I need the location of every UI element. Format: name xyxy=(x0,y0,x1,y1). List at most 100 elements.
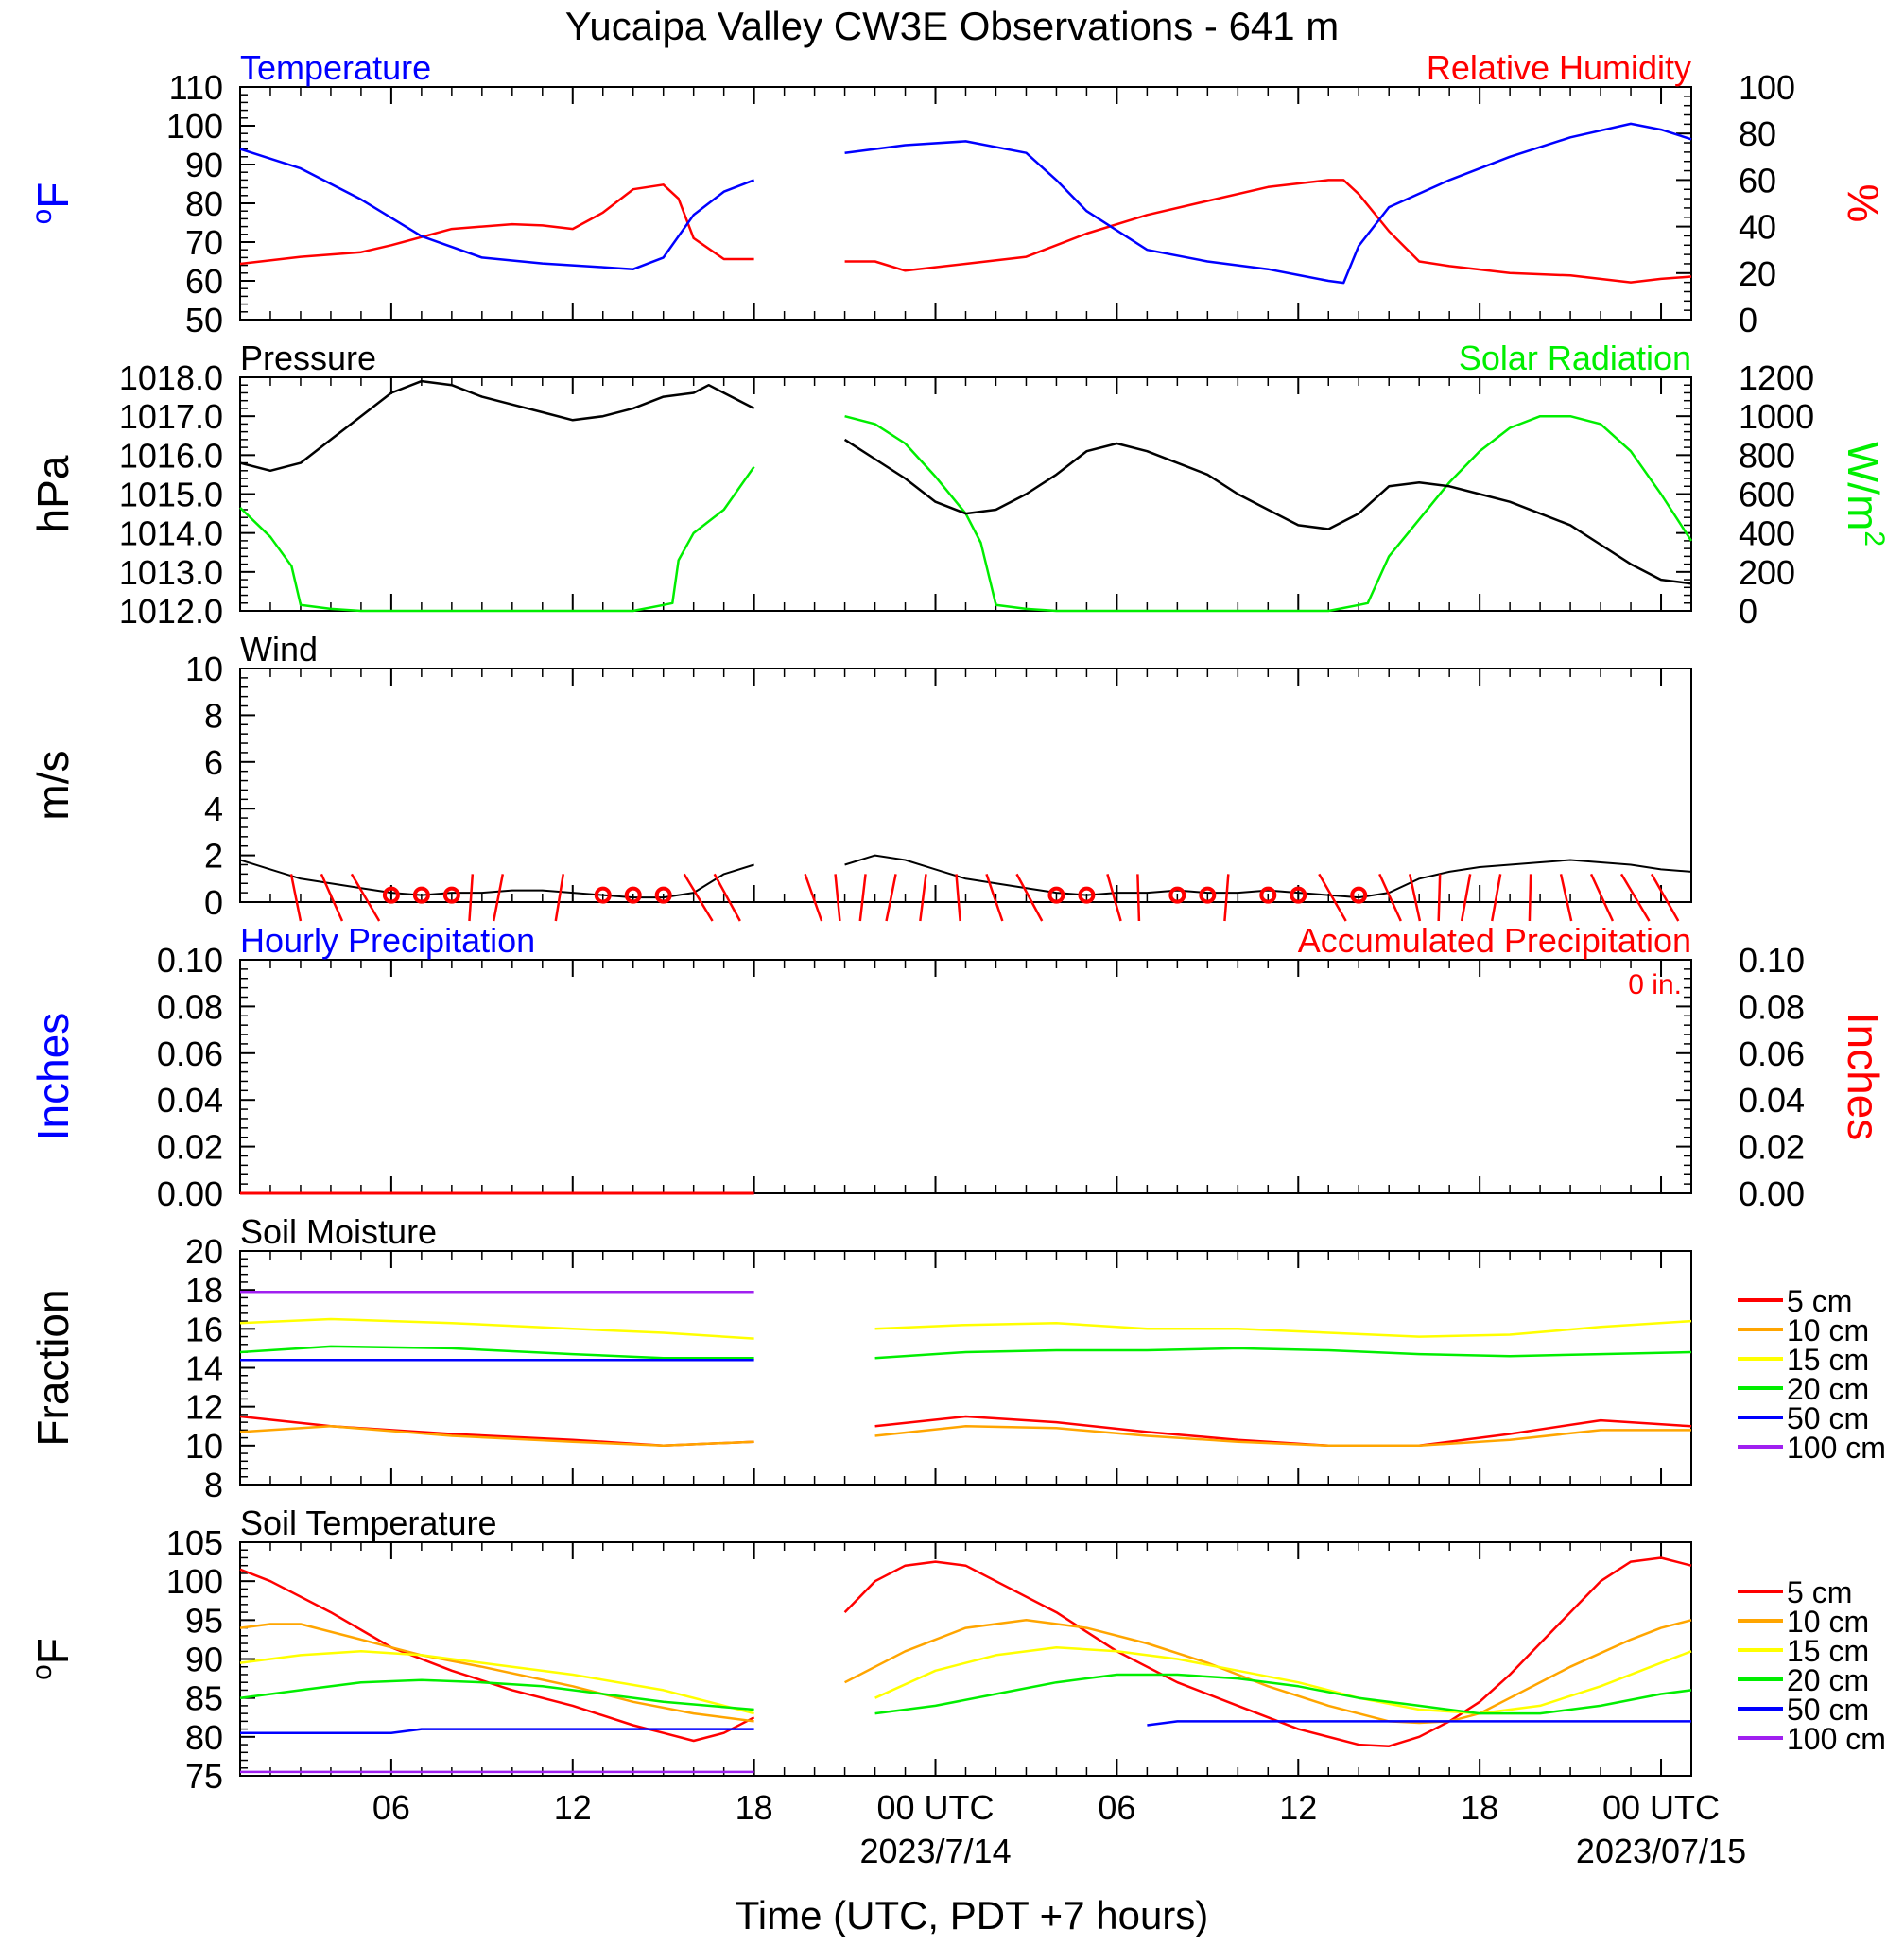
soil_temp-left-tick-label: 105 xyxy=(166,1523,223,1562)
pressure-right-tick-label: 600 xyxy=(1739,476,1795,514)
wind-barb xyxy=(1106,874,1122,922)
wind-left-tick-label: 0 xyxy=(204,883,223,922)
wind-barb xyxy=(554,874,565,922)
temp_rh-left-tick-label: 110 xyxy=(169,68,223,107)
soil_moisture-legend-label: 20 cm xyxy=(1787,1372,1869,1406)
wind-barb xyxy=(1223,874,1230,922)
wind-barb xyxy=(1619,873,1651,922)
x-tick-label: 06 xyxy=(1098,1788,1135,1827)
pressure-left-tick-label: 1013.0 xyxy=(119,553,223,592)
precip-right-tick-label: 0.04 xyxy=(1739,1081,1805,1120)
x-tick-label: 06 xyxy=(372,1788,410,1827)
soil_temp-left-tick-label: 100 xyxy=(166,1562,223,1601)
x-tick-date: 2023/07/15 xyxy=(1576,1832,1746,1870)
soil_temp-series-20-cm xyxy=(239,1673,1692,1715)
soil_temp-legend-label: 15 cm xyxy=(1787,1634,1869,1668)
wind-calm-marker xyxy=(594,886,612,904)
wind-panel: 0 2 4 6 8 10 Wind m/s xyxy=(28,630,1692,922)
temp_rh-right-tick-label: 0 xyxy=(1739,301,1757,339)
soil_temp-left-tick-label: 80 xyxy=(185,1718,223,1757)
pressure-series-solar-radiation xyxy=(239,414,1693,613)
wind-barb xyxy=(1589,873,1615,922)
wind-barb xyxy=(858,874,867,922)
precip-title-start: Hourly Precipitation xyxy=(240,921,535,960)
pressure-right-unit: W/m2 xyxy=(1839,442,1890,547)
wind-calm-marker xyxy=(1199,886,1217,904)
pressure-right-tick-label: 400 xyxy=(1739,514,1795,553)
pressure-left-tick-label: 1012.0 xyxy=(119,592,223,631)
wind-barb xyxy=(1408,874,1422,922)
wind-barb xyxy=(683,873,714,922)
precip-left-unit: Inches xyxy=(28,1013,78,1141)
soil_temp-left-tick-label: 75 xyxy=(185,1757,223,1796)
precip-left-tick-label: 0.08 xyxy=(157,987,223,1026)
wind-left-tick-label: 8 xyxy=(204,696,223,735)
temp_rh-left-tick-label: 100 xyxy=(166,107,223,146)
wind-barb xyxy=(834,874,841,922)
precip-right-tick-label: 0.02 xyxy=(1739,1128,1805,1167)
pressure-right-tick-label: 800 xyxy=(1739,436,1795,475)
precip-left-tick-label: 0.00 xyxy=(157,1174,223,1213)
soil_moisture-legend-label: 15 cm xyxy=(1787,1343,1869,1377)
wind-calm-marker xyxy=(412,886,430,904)
soil_moisture-left-unit: Fraction xyxy=(28,1289,78,1446)
pressure-panel: 1012.01013.01014.01015.01016.01017.01018… xyxy=(28,339,1890,631)
wind-left-unit: m/s xyxy=(28,750,78,820)
x-tick-label: 12 xyxy=(554,1788,592,1827)
temp_rh-series-relative-humidity xyxy=(239,179,1692,284)
chart-title: Yucaipa Valley CW3E Observations - 641 m xyxy=(565,4,1340,48)
wind-calm-marker xyxy=(1078,886,1096,904)
soil_temp-series-15-cm xyxy=(239,1645,1692,1715)
soil_moisture-left-tick-label: 12 xyxy=(185,1388,223,1427)
x-tick-label: 00 UTC xyxy=(877,1788,995,1827)
x-tick-label: 00 UTC xyxy=(1602,1788,1720,1827)
soil_temp-series-5-cm xyxy=(239,1556,1692,1747)
pressure-right-tick-label: 0 xyxy=(1739,592,1757,631)
precip-right-tick-label: 0.00 xyxy=(1739,1174,1805,1213)
precip-right-tick-label: 0.08 xyxy=(1739,987,1805,1026)
x-tick-date: 2023/7/14 xyxy=(859,1832,1011,1870)
soil_moisture-legend-label: 5 cm xyxy=(1787,1284,1852,1318)
wind-calm-marker xyxy=(442,886,460,904)
soil_moisture-left-tick-label: 20 xyxy=(185,1232,223,1271)
soil_moisture-frame xyxy=(239,1250,1692,1486)
wind-frame xyxy=(239,668,1692,903)
soil_moisture-title-start: Soil Moisture xyxy=(240,1212,437,1251)
soil_moisture-left-tick-label: 10 xyxy=(185,1427,223,1466)
precip-right-tick-label: 0.10 xyxy=(1739,941,1805,980)
pressure-right-tick-label: 200 xyxy=(1739,553,1795,592)
wind-barb xyxy=(1559,874,1573,922)
wind-barb xyxy=(468,874,475,922)
soil_moisture-series-20-cm xyxy=(239,1345,1692,1360)
soil_temp-title-start: Soil Temperature xyxy=(240,1503,496,1542)
wind-barb xyxy=(713,873,741,922)
temp_rh-right-unit: % xyxy=(1839,184,1888,223)
wind-barb xyxy=(955,874,961,922)
wind-barb xyxy=(1378,873,1402,922)
soil_temp-legend-label: 5 cm xyxy=(1787,1575,1852,1609)
wind-left-tick-label: 10 xyxy=(185,650,223,688)
temp_rh-right-tick-label: 60 xyxy=(1739,161,1776,200)
x-tick-label: 12 xyxy=(1279,1788,1317,1827)
precip-title-end: Accumulated Precipitation xyxy=(1298,921,1691,960)
wind-barb xyxy=(1015,873,1044,922)
temp_rh-right-tick-label: 100 xyxy=(1739,68,1795,107)
temp_rh-left-tick-label: 60 xyxy=(185,262,223,301)
pressure-title-end: Solar Radiation xyxy=(1459,339,1691,377)
wind-barb xyxy=(1490,874,1502,922)
soil_temp-legend-label: 100 cm xyxy=(1787,1722,1886,1756)
wind-barb xyxy=(1528,874,1532,922)
precip-left-tick-label: 0.10 xyxy=(157,941,223,980)
temp_rh-left-tick-label: 50 xyxy=(185,301,223,339)
precip-panel: 0.00 0.02 0.04 0.06 0.08 0.10 0.00 0.02 0.04 0.06… xyxy=(28,921,1888,1213)
precip-total-label: 0 in. xyxy=(1628,969,1682,1000)
wind-calm-marker xyxy=(382,886,400,904)
temp_rh-right-tick-label: 40 xyxy=(1739,208,1776,247)
soil_temp-legend-label: 20 cm xyxy=(1787,1663,1869,1697)
temp_rh-left-tick-label: 70 xyxy=(185,223,223,262)
soil_temp-series-50-cm xyxy=(240,1720,1691,1734)
wind-barb xyxy=(919,874,927,922)
wind-calm-marker xyxy=(1047,886,1065,904)
wind-calm-marker xyxy=(624,886,642,904)
